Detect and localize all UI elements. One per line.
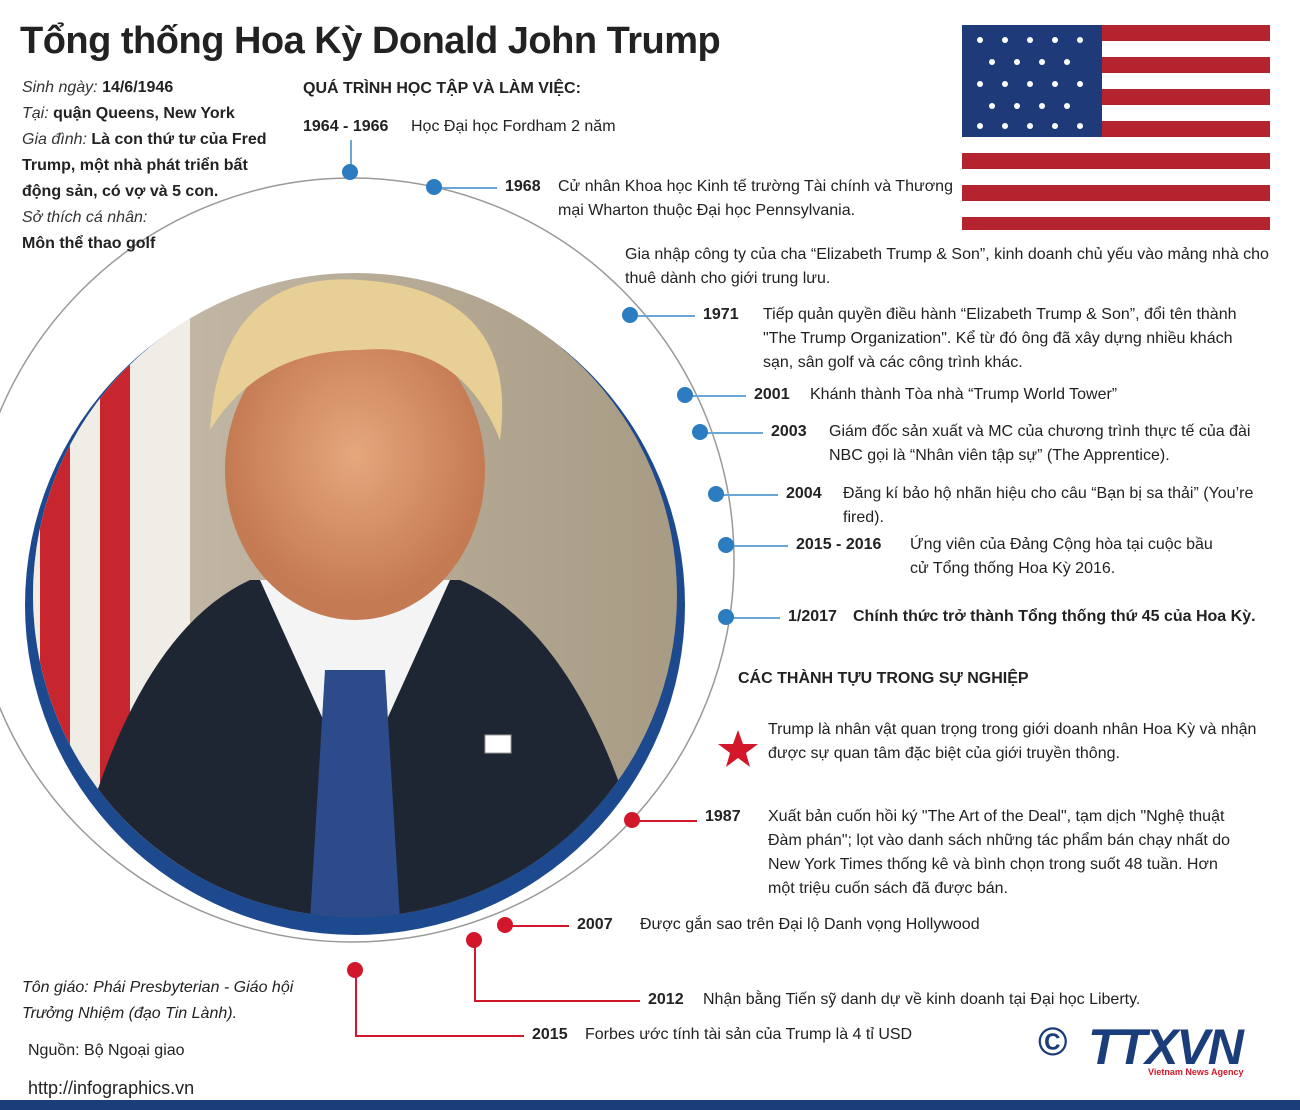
- timeline-dot: [708, 486, 724, 502]
- label: Sinh ngày:: [22, 79, 98, 96]
- connector: [726, 545, 788, 547]
- connector: [700, 432, 763, 434]
- timeline-dot: [718, 537, 734, 553]
- source: Nguồn: Bộ Ngoại giao: [28, 1042, 185, 1059]
- year: 2003: [771, 423, 807, 440]
- year: 1/2017: [788, 608, 837, 625]
- year: 2007: [577, 916, 613, 933]
- profile-item: Tại: quận Queens, New York: [22, 101, 287, 127]
- event-text: Ứng viên của Đảng Cộng hòa tại cuộc bầu …: [910, 536, 1213, 577]
- connector: [350, 140, 352, 172]
- connector: [630, 315, 695, 317]
- timeline-dot: [624, 812, 640, 828]
- label: Tại:: [22, 105, 49, 122]
- event-text: Học Đại học Fordham 2 năm: [411, 118, 616, 135]
- year: 1964 - 1966: [303, 118, 389, 135]
- logo-mark: ©: [1038, 1020, 1068, 1064]
- year: 1971: [703, 306, 739, 323]
- label: Sở thích cá nhân:: [22, 209, 148, 226]
- event-text: Khánh thành Tòa nhà “Trump World Tower”: [810, 386, 1118, 403]
- connector: [355, 970, 357, 1035]
- value: Là con thứ tư của Fred Trump, một nhà ph…: [22, 131, 267, 200]
- connector: [726, 617, 780, 619]
- timeline-dot: [466, 932, 482, 948]
- year: 2004: [786, 485, 822, 502]
- connector: [632, 820, 697, 822]
- value: Môn thể thao golf: [22, 235, 156, 252]
- logo-tagline: Vietnam News Agency: [1148, 1067, 1244, 1077]
- event-text: Trump là nhân vật quan trọng trong giới …: [768, 721, 1257, 762]
- year: 1987: [705, 808, 741, 825]
- connector: [716, 494, 778, 496]
- section-heading: CÁC THÀNH TỰU TRONG SỰ NGHIỆP: [738, 670, 1029, 687]
- event-text: Gia nhập công ty của cha “Elizabeth Trum…: [625, 246, 1269, 287]
- profile-item: Sinh ngày: 14/6/1946: [22, 75, 287, 101]
- event-text: Chính thức trở thành Tổng thống thứ 45 c…: [853, 608, 1256, 625]
- section-heading: QUÁ TRÌNH HỌC TẬP VÀ LÀM VIỆC:: [303, 80, 581, 97]
- event-text: Cử nhân Khoa học Kinh tế trường Tài chín…: [558, 178, 953, 219]
- year: 2012: [648, 991, 684, 1008]
- value: quận Queens, New York: [53, 105, 235, 122]
- connector: [355, 1035, 524, 1037]
- logo-name: TTXVN: [1088, 1019, 1244, 1075]
- timeline-dot: [342, 164, 358, 180]
- label: Gia đình:: [22, 131, 87, 148]
- event-text: Được gắn sao trên Đại lộ Danh vọng Holly…: [640, 916, 980, 933]
- value: 14/6/1946: [102, 79, 174, 96]
- year: 2015 - 2016: [796, 536, 882, 553]
- event-text: Nhận bằng Tiến sỹ danh dự về kinh doanh …: [703, 991, 1141, 1008]
- connector: [474, 940, 476, 1000]
- event-text: Tiếp quản quyền điều hành “Elizabeth Tru…: [763, 306, 1237, 371]
- connector: [474, 1000, 640, 1002]
- star-icon: [718, 730, 758, 767]
- event-text: Xuất bản cuốn hồi ký "The Art of the Dea…: [768, 808, 1231, 897]
- value: Phái Presbyterian - Giáo hội Trưởng Nhiệ…: [22, 979, 294, 1022]
- connector: [434, 187, 497, 189]
- timeline-dot: [677, 387, 693, 403]
- event-text: Đăng kí bảo hộ nhãn hiệu cho câu “Bạn bị…: [843, 485, 1254, 526]
- connector: [505, 925, 569, 927]
- event-text: Giám đốc sản xuất và MC của chương trình…: [829, 423, 1251, 464]
- label: Tôn giáo:: [22, 979, 89, 996]
- year: 1968: [505, 178, 541, 195]
- profile-item: Gia đình: Là con thứ tư của Fred Trump, …: [22, 127, 287, 205]
- title: Tổng thống Hoa Kỳ Donald John Trump: [20, 20, 721, 62]
- timeline-dot: [347, 962, 363, 978]
- year: 2015: [532, 1026, 568, 1043]
- timeline-dot: [718, 609, 734, 625]
- timeline-dot: [622, 307, 638, 323]
- timeline-dot: [692, 424, 708, 440]
- timeline-dot: [426, 179, 442, 195]
- year: 2001: [754, 386, 790, 403]
- profile: Sinh ngày: 14/6/1946 Tại: quận Queens, N…: [22, 75, 287, 257]
- religion: Tôn giáo: Phái Presbyterian - Giáo hội T…: [22, 975, 312, 1027]
- url[interactable]: http://infographics.vn: [28, 1078, 195, 1098]
- timeline-dot: [497, 917, 513, 933]
- connector: [685, 395, 746, 397]
- profile-item: Sở thích cá nhân: Môn thể thao golf: [22, 205, 287, 257]
- flag: [962, 25, 1270, 230]
- event-text: Forbes ước tính tài sản của Trump là 4 t…: [585, 1026, 913, 1043]
